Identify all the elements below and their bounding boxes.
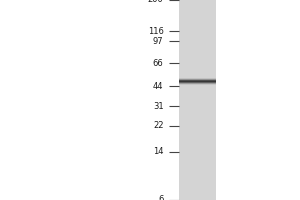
- Text: 14: 14: [153, 147, 164, 156]
- Text: 66: 66: [153, 59, 164, 68]
- Bar: [178, 0, 216, 200]
- Text: 6: 6: [158, 196, 164, 200]
- Text: 200: 200: [148, 0, 164, 4]
- Text: 116: 116: [148, 27, 164, 36]
- Text: 22: 22: [153, 121, 164, 130]
- Text: 44: 44: [153, 82, 164, 91]
- Text: 31: 31: [153, 102, 164, 111]
- Text: 97: 97: [153, 37, 164, 46]
